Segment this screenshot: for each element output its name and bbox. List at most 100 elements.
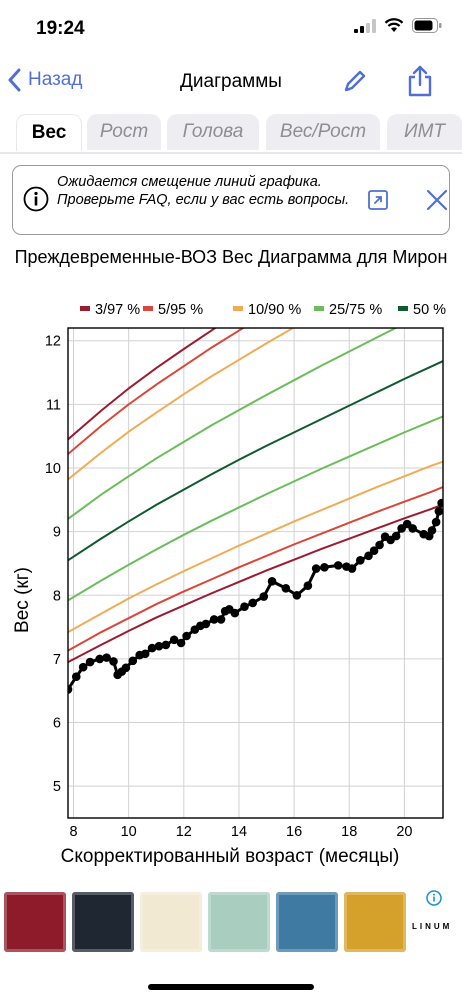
data-point	[140, 649, 150, 659]
battery-icon	[412, 18, 442, 33]
home-indicator	[148, 984, 314, 990]
legend-swatch	[314, 306, 324, 311]
data-point	[375, 540, 384, 550]
open-link-icon[interactable]	[367, 189, 389, 211]
x-tick-label: 16	[286, 824, 302, 840]
ad-swatch	[344, 892, 406, 952]
y-tick-label: 10	[45, 461, 61, 477]
percentile-line	[68, 328, 217, 441]
chevron-left-icon	[8, 68, 21, 92]
back-button[interactable]: Назад	[8, 68, 82, 92]
x-tick-label: 10	[121, 824, 137, 840]
percentile-line	[68, 415, 443, 602]
data-point	[176, 638, 186, 648]
tab-head[interactable]: Голова	[167, 114, 259, 150]
ad-swatch	[4, 892, 66, 952]
data-point	[303, 581, 313, 591]
data-point	[333, 561, 343, 570]
data-point	[320, 562, 329, 572]
navigation-bar: Назад Диаграммы	[0, 56, 462, 108]
data-point	[408, 524, 417, 533]
legend-label: 5/95 %	[158, 302, 203, 318]
x-tick-label: 20	[396, 824, 412, 840]
tab-weight-height[interactable]: Вес/Рост	[266, 114, 380, 150]
ad-swatch	[72, 892, 134, 952]
ad-brand: LINUM	[412, 922, 453, 931]
percentile-line	[68, 328, 245, 455]
data-point	[259, 592, 269, 601]
legend-swatch	[233, 306, 243, 311]
notice-banner: Ожидается смещение линий графика. Провер…	[12, 165, 450, 235]
data-point	[292, 590, 302, 600]
legend-label: 50 %	[413, 302, 446, 318]
data-point	[201, 619, 211, 629]
x-axis-label: Скорректированный возраст (месяцы)	[61, 846, 400, 867]
tab-height[interactable]: Рост	[87, 114, 161, 150]
chart-axes: 5 6 7 8 9 10 11 12 8 10 12 14 16 18 20	[45, 327, 444, 840]
close-icon[interactable]	[425, 188, 449, 212]
legend-swatch	[80, 306, 90, 311]
data-point	[267, 576, 277, 586]
legend-label: 25/75 %	[329, 302, 382, 318]
status-time: 19:24	[36, 18, 85, 39]
wifi-icon	[384, 18, 404, 32]
data-point	[68, 685, 73, 694]
data-point	[109, 657, 118, 666]
weight-chart: 3/97 % 5/95 % 10/90 % 25/75 % 50 % 5 6 7 8 9 10 11…	[12, 302, 446, 867]
share-button[interactable]	[406, 64, 434, 103]
y-tick-label: 9	[53, 525, 61, 541]
ad-info-icon[interactable]	[426, 890, 442, 906]
data-point	[154, 641, 164, 651]
chart-grid	[68, 328, 443, 818]
percentile-line	[68, 503, 443, 663]
percentile-line	[68, 328, 398, 520]
ad-swatch	[140, 892, 202, 952]
data-point	[248, 598, 258, 608]
patient-series	[68, 498, 443, 694]
data-point	[121, 663, 131, 673]
x-tick-label: 12	[176, 824, 192, 840]
legend-swatch	[143, 306, 153, 311]
status-bar: 19:24	[0, 0, 462, 56]
x-tick-label: 18	[341, 824, 357, 840]
data-point	[391, 531, 401, 541]
data-point	[364, 551, 373, 561]
data-point	[95, 654, 105, 664]
legend-swatch	[398, 306, 408, 311]
ad-banner[interactable]: LINUM	[0, 886, 462, 962]
data-point	[85, 657, 95, 667]
y-tick-label: 8	[53, 588, 61, 604]
data-point	[240, 602, 249, 612]
data-point	[281, 583, 291, 593]
tab-weight[interactable]: Вес	[16, 114, 82, 151]
percentile-line	[68, 360, 443, 562]
data-point	[102, 653, 111, 662]
back-label: Назад	[28, 69, 83, 90]
edit-button[interactable]	[342, 68, 368, 99]
legend-label: 10/90 %	[248, 302, 301, 318]
chart-legend: 3/97 % 5/95 % 10/90 % 25/75 % 50 %	[80, 302, 446, 318]
data-point	[434, 506, 443, 516]
data-point	[71, 672, 81, 682]
data-point	[169, 635, 179, 645]
legend-label: 3/97 %	[95, 302, 140, 318]
pencil-icon	[344, 70, 366, 92]
plot-frame	[67, 327, 444, 819]
share-icon	[408, 65, 432, 97]
data-point	[347, 564, 357, 573]
data-point	[230, 608, 240, 618]
data-point	[147, 643, 157, 653]
notice-text: Ожидается смещение линий графика. Провер…	[57, 174, 350, 208]
y-tick-label: 7	[53, 652, 61, 668]
info-icon	[23, 186, 49, 212]
y-tick-label: 5	[53, 779, 61, 795]
data-point	[437, 498, 443, 508]
status-icons	[354, 18, 442, 33]
percentile-line	[68, 328, 296, 481]
data-point	[161, 640, 171, 650]
data-point	[355, 555, 365, 565]
tab-bmi[interactable]: ИМТ	[387, 114, 462, 150]
data-point	[216, 615, 226, 624]
data-point	[311, 564, 321, 573]
data-point	[209, 615, 219, 624]
